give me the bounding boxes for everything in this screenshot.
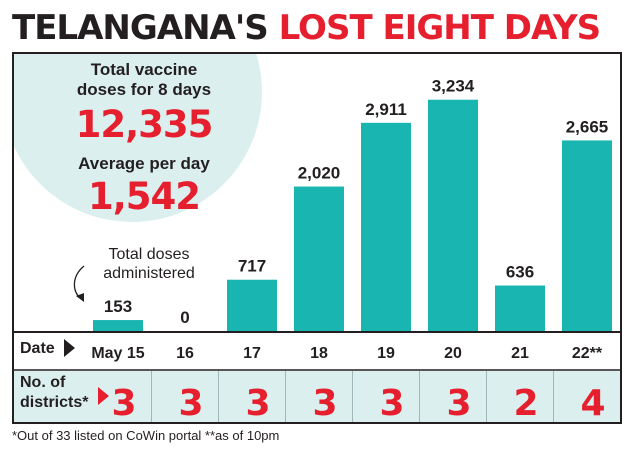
bar-value-label-7: 2,665 — [566, 117, 609, 136]
districts-value-2: 3 — [245, 383, 270, 422]
date-row-arrow-icon — [64, 339, 75, 357]
chart-frame: 153 May 15 3 0 16 3 717 17 3 2,020 18 3 2,911 19 3 3,23… — [12, 52, 622, 424]
annotation-curve — [73, 265, 85, 299]
bar-value-label-0: 153 — [104, 297, 132, 316]
title-part-red: LOST EIGHT DAYS — [278, 8, 602, 48]
date-tick-label-7: 22** — [572, 345, 603, 362]
date-tick-label-0: May 15 — [91, 345, 144, 362]
bar-2 — [227, 279, 277, 331]
stats-circle — [14, 54, 262, 222]
districts-row-arrow-icon — [98, 387, 109, 405]
average-label: Average per day — [78, 154, 210, 173]
bar-3 — [294, 186, 344, 331]
districts-value-3: 3 — [312, 383, 337, 422]
total-doses-value: 12,335 — [75, 103, 214, 146]
bar-7 — [562, 140, 612, 331]
bar-value-label-1: 0 — [180, 308, 189, 327]
date-tick-label-5: 20 — [444, 345, 462, 362]
date-tick-label-6: 21 — [511, 345, 529, 362]
bar-value-label-6: 636 — [506, 263, 534, 282]
doses-annotation: Total doses administered — [84, 245, 214, 283]
total-doses-label-line2: doses for 8 days — [76, 80, 212, 99]
districts-value-5: 3 — [446, 383, 471, 422]
bar-chart: 153 May 15 3 0 16 3 717 17 3 2,020 18 3 2,911 19 3 3,23… — [14, 54, 620, 422]
bar-5 — [428, 99, 478, 331]
districts-row-label-line1: No. of — [20, 374, 66, 391]
districts-value-1: 3 — [178, 383, 203, 422]
date-tick-label-4: 19 — [377, 345, 395, 362]
districts-value-0: 3 — [111, 383, 136, 422]
average-value: 1,542 — [87, 175, 201, 218]
doses-annotation-line2: administered — [103, 265, 195, 282]
districts-row-band — [14, 371, 620, 422]
districts-row-label-line2: districts* — [20, 394, 89, 411]
date-tick-label-1: 16 — [176, 345, 194, 362]
bar-value-label-4: 2,911 — [365, 100, 407, 119]
bar-6 — [495, 285, 545, 331]
annotation-arrowhead — [76, 293, 84, 302]
bar-value-label-3: 2,020 — [298, 164, 341, 183]
districts-value-7: 4 — [580, 383, 605, 422]
districts-value-6: 2 — [513, 383, 538, 422]
date-row-label: Date — [20, 340, 55, 357]
footnote: *Out of 33 listed on CoWin portal **as o… — [12, 428, 280, 443]
chart-title: TELANGANA'S LOST EIGHT DAYS — [12, 6, 602, 50]
bar-value-label-2: 717 — [238, 257, 266, 276]
date-tick-label-3: 18 — [310, 345, 328, 362]
title-part-black: TELANGANA'S — [12, 8, 269, 48]
districts-value-4: 3 — [379, 383, 404, 422]
date-tick-label-2: 17 — [243, 345, 261, 362]
total-doses-label-line1: Total vaccine — [90, 60, 198, 79]
bar-0 — [93, 320, 143, 331]
bar-4 — [361, 122, 411, 331]
bar-value-label-5: 3,234 — [432, 77, 475, 96]
doses-annotation-line1: Total doses — [108, 246, 190, 263]
